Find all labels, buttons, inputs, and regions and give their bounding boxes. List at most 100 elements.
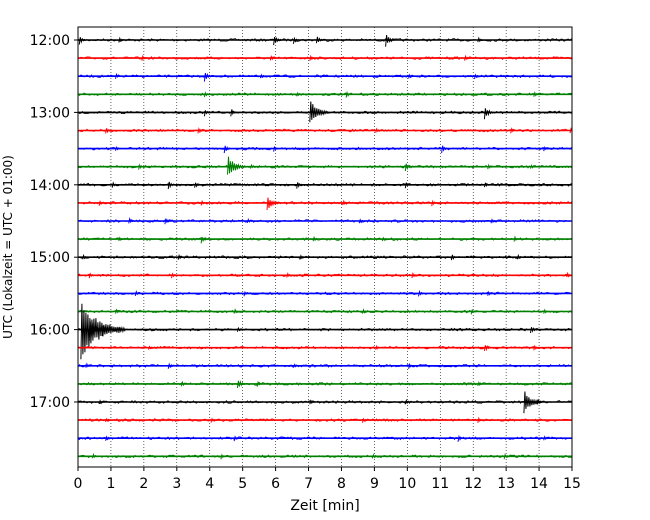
x-tick-label: 5 xyxy=(238,476,247,492)
seismic-event xyxy=(203,110,211,117)
seismic-event xyxy=(177,253,185,260)
seismic-event xyxy=(273,145,280,152)
seismic-event xyxy=(269,54,277,61)
x-tick-label: 0 xyxy=(74,476,83,492)
trace-noise xyxy=(77,38,572,43)
seismic-trace xyxy=(77,90,572,98)
seismic-event xyxy=(223,145,232,154)
seismic-event xyxy=(210,417,218,423)
grid-lines xyxy=(110,27,540,467)
seismic-event xyxy=(418,289,425,297)
x-tick-label: 11 xyxy=(431,476,449,492)
seismic-event xyxy=(259,73,267,79)
seismic-event xyxy=(477,36,484,43)
seismic-event xyxy=(197,127,205,134)
seismic-event xyxy=(233,435,241,442)
seismic-event xyxy=(408,73,415,79)
seismic-event xyxy=(118,36,125,43)
seismic-trace xyxy=(77,271,573,279)
x-tick-label: 8 xyxy=(337,476,346,492)
seismic-trace xyxy=(77,434,572,442)
y-tick-label: 17:00 xyxy=(30,395,70,411)
seismic-event xyxy=(533,90,540,97)
seismic-event xyxy=(342,199,349,206)
seismic-event xyxy=(487,163,494,170)
trace-noise xyxy=(77,255,572,260)
seismic-trace xyxy=(77,156,572,175)
trace-noise xyxy=(77,454,572,459)
seismic-event xyxy=(299,254,307,260)
seismic-event xyxy=(408,362,415,369)
x-tick-label: 15 xyxy=(563,476,581,492)
trace-noise xyxy=(77,92,572,97)
seismic-event xyxy=(134,290,142,297)
seismic-trace xyxy=(77,126,573,134)
seismic-event xyxy=(82,253,89,260)
trace-layer xyxy=(77,35,573,460)
seismic-trace xyxy=(77,452,572,460)
seismic-event xyxy=(510,127,517,134)
y-axis-label: UTC (Lokalzeit = UTC + 01:00) xyxy=(1,155,15,339)
seismic-event xyxy=(118,326,127,334)
trace-noise xyxy=(77,74,572,79)
seismic-event xyxy=(246,218,254,224)
seismic-event xyxy=(385,35,395,47)
seismic-trace xyxy=(77,380,572,389)
seismic-event xyxy=(233,308,241,314)
trace-noise xyxy=(77,418,572,423)
seismic-event xyxy=(477,380,484,387)
seismic-event xyxy=(543,435,550,441)
seismic-event xyxy=(292,36,300,44)
seismic-trace xyxy=(77,308,572,315)
seismic-event xyxy=(200,199,208,206)
seismic-event xyxy=(230,109,239,117)
x-tick-label: 9 xyxy=(370,476,379,492)
seismic-event xyxy=(404,163,413,172)
seismic-trace xyxy=(77,253,572,261)
trace-noise xyxy=(77,363,572,368)
y-tick-label: 13:00 xyxy=(30,105,70,121)
seismic-event xyxy=(286,272,293,278)
seismic-trace xyxy=(77,344,572,352)
seismic-event xyxy=(431,199,438,207)
seismic-event xyxy=(483,182,491,188)
seismic-event xyxy=(441,145,449,154)
trace-noise xyxy=(77,436,572,441)
seismic-event xyxy=(78,37,87,45)
seismic-event xyxy=(105,435,112,441)
seismic-event xyxy=(543,308,550,314)
seismic-event xyxy=(105,128,112,134)
trace-noise xyxy=(77,381,572,386)
seismic-event xyxy=(503,453,511,460)
seismic-event xyxy=(85,362,93,368)
trace-noise xyxy=(77,327,572,332)
seismic-trace xyxy=(77,362,572,369)
seismic-event xyxy=(128,216,135,224)
seismic-trace xyxy=(77,216,572,225)
trace-noise xyxy=(77,237,572,242)
seismic-event xyxy=(490,218,498,224)
seismic-event xyxy=(266,197,280,211)
seismic-trace xyxy=(77,235,572,244)
seismic-event xyxy=(457,434,465,442)
seismic-event xyxy=(404,398,412,405)
x-tick-label: 12 xyxy=(464,476,482,492)
seismic-event xyxy=(345,90,353,98)
x-tick-label: 1 xyxy=(106,476,115,492)
seismic-event xyxy=(220,453,228,460)
seismic-event xyxy=(171,272,178,279)
x-tick-label: 2 xyxy=(139,476,148,492)
seismic-event xyxy=(243,290,251,297)
seismic-event xyxy=(362,308,369,314)
seismic-event xyxy=(312,235,320,242)
seismic-event xyxy=(536,398,544,405)
seismic-event xyxy=(358,218,366,224)
seismic-event xyxy=(513,235,521,242)
y-ticks: 12:00 13:00 14:00 15:00 16:00 17:00 xyxy=(30,33,78,411)
seismic-event xyxy=(477,416,484,423)
seismic-event xyxy=(167,362,175,369)
trace-noise xyxy=(77,309,572,314)
seismic-trace xyxy=(77,303,572,360)
